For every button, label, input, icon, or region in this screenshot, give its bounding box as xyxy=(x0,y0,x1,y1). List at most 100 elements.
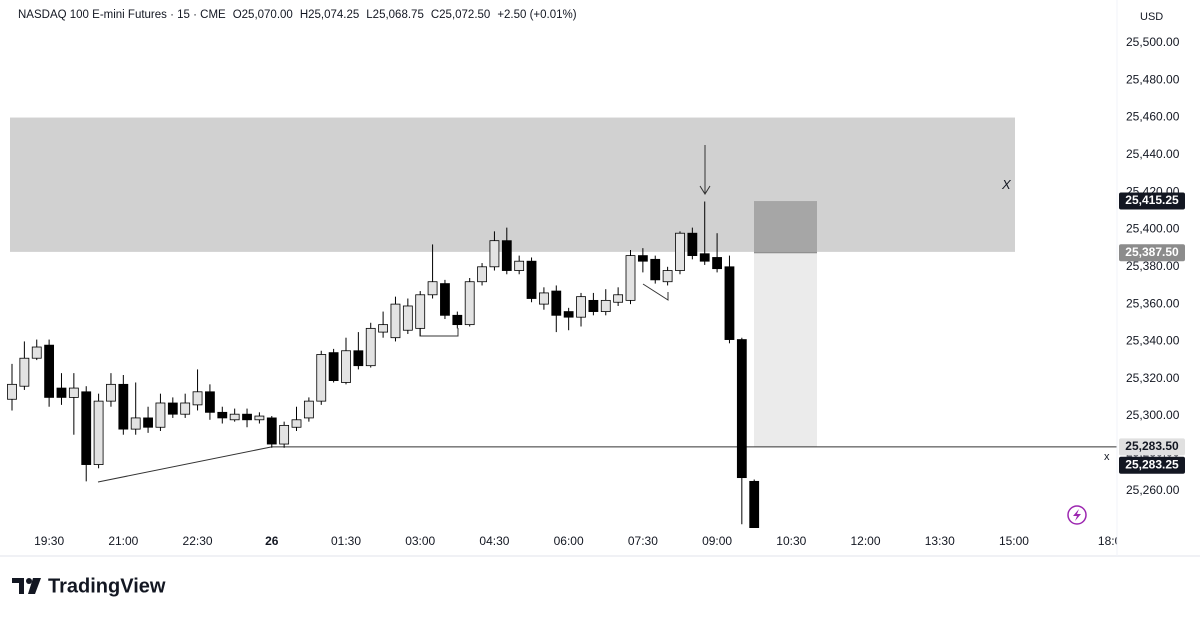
candle-body xyxy=(650,258,661,281)
header: NASDAQ 100 E-mini Futures · 15 · CME O25,… xyxy=(18,9,577,21)
logo xyxy=(12,578,41,594)
candle-body xyxy=(539,292,549,305)
arrow-head xyxy=(699,185,711,195)
trend-line xyxy=(97,446,272,483)
candle-body xyxy=(736,339,747,479)
candle-body xyxy=(192,391,203,406)
candle-body xyxy=(452,314,463,326)
candle-body xyxy=(415,294,426,329)
y-tick-label: 25,500.00 xyxy=(1126,35,1180,49)
candle-body xyxy=(427,281,438,296)
y-tick-label: 25,340.00 xyxy=(1126,334,1180,348)
candle-body xyxy=(229,413,240,421)
candle-body xyxy=(749,480,760,528)
candle-body xyxy=(328,352,339,382)
header-item: +2.50 (+0.01%) xyxy=(497,9,577,21)
x-tick-label: 19:30 xyxy=(34,534,64,548)
candle-body xyxy=(56,387,67,398)
candle-body xyxy=(7,383,17,400)
footer-brand: TradingView xyxy=(48,575,166,597)
candle-body xyxy=(341,350,351,383)
x-tick-label: 09:00 xyxy=(702,534,732,548)
candle-body xyxy=(365,327,376,367)
x-axis: 19:30 21:00 22:30 26 01:30 03:00 04:30 06:00 07:… xyxy=(34,534,1128,548)
candle-body xyxy=(724,266,735,340)
candle-body xyxy=(279,424,290,445)
header-item: NASDAQ 100 E-mini Futures · 15 · CME xyxy=(18,9,226,21)
x-tick-label: 22:30 xyxy=(183,534,213,548)
target-box xyxy=(754,201,817,253)
price-label-box xyxy=(1119,192,1185,210)
candle-body xyxy=(675,232,685,271)
candle-body xyxy=(266,417,277,445)
candle-body xyxy=(613,294,624,303)
price-label: 25,387.50 xyxy=(1125,245,1179,259)
candle-body xyxy=(81,391,92,465)
candle-body xyxy=(588,299,599,312)
candle-body xyxy=(130,417,141,430)
x-tick-label: 15:00 xyxy=(999,534,1029,548)
candle-body xyxy=(576,296,586,318)
x-tick-label: 12:00 xyxy=(851,534,881,548)
candle-body xyxy=(205,391,215,413)
candle-body xyxy=(712,257,722,270)
y-tick-label: 25,320.00 xyxy=(1126,371,1180,385)
y-tick-label: 25,360.00 xyxy=(1126,296,1180,310)
candle-body xyxy=(563,311,574,318)
candle-body xyxy=(600,299,611,312)
candle-body xyxy=(155,402,166,428)
y-tick-label: 25,300.00 xyxy=(1126,408,1180,422)
currency: USD xyxy=(1140,11,1163,23)
level-label: x xyxy=(1104,451,1110,463)
x-tick-label: 07:30 xyxy=(628,534,658,548)
candle-body xyxy=(440,283,450,316)
candle-body xyxy=(637,255,648,262)
plot-area: X xyxy=(7,117,1117,528)
candle-body xyxy=(353,350,364,367)
header-item: C25,072.50 xyxy=(430,9,491,21)
x-tick-label: 13:30 xyxy=(925,534,955,548)
candle-body xyxy=(118,383,129,430)
x-tick-label: 01:30 xyxy=(331,534,361,548)
candle-body xyxy=(402,305,413,331)
x-tick-label: 10:30 xyxy=(776,534,806,548)
header-item: O25,070.00 xyxy=(232,9,293,21)
candle-body xyxy=(501,240,512,271)
stop-box xyxy=(754,252,817,447)
candle-body xyxy=(699,253,710,262)
candle-body xyxy=(378,324,389,333)
zone xyxy=(10,117,1015,252)
candle-body xyxy=(167,402,178,415)
candle-body xyxy=(390,303,401,339)
x-tick-label: 21:00 xyxy=(108,534,138,548)
candle-body xyxy=(31,346,42,359)
y-tick-label: 25,380.00 xyxy=(1126,259,1180,273)
candle-body xyxy=(514,260,525,271)
candle-body xyxy=(551,290,562,316)
candle-body xyxy=(526,260,537,299)
y-tick-label: 25,260.00 xyxy=(1126,483,1180,497)
candle-body xyxy=(291,419,302,428)
candle-body xyxy=(19,357,30,387)
price-label-box xyxy=(1119,244,1185,262)
x-tick-label: 03:00 xyxy=(405,534,435,548)
price-label-box xyxy=(1119,438,1185,456)
bolt-icon xyxy=(1067,505,1087,525)
candle-body xyxy=(217,411,228,419)
candle-body xyxy=(464,281,475,326)
price-label: 25,415.25 xyxy=(1125,193,1179,207)
candle-body xyxy=(662,270,673,283)
y-tick-label: 25,460.00 xyxy=(1126,110,1180,124)
x-tick-label: 26 xyxy=(265,534,279,548)
bracket xyxy=(419,328,459,337)
x-tick-label: 06:00 xyxy=(554,534,584,548)
x-tick-label: 18:00 xyxy=(1098,534,1128,548)
header-item: L25,068.75 xyxy=(366,9,424,21)
candle-body xyxy=(303,400,314,419)
y-tick-label: 25,480.00 xyxy=(1126,72,1180,86)
candle-body xyxy=(316,354,327,402)
header-item: H25,074.25 xyxy=(299,9,360,21)
candle-body xyxy=(625,255,636,301)
